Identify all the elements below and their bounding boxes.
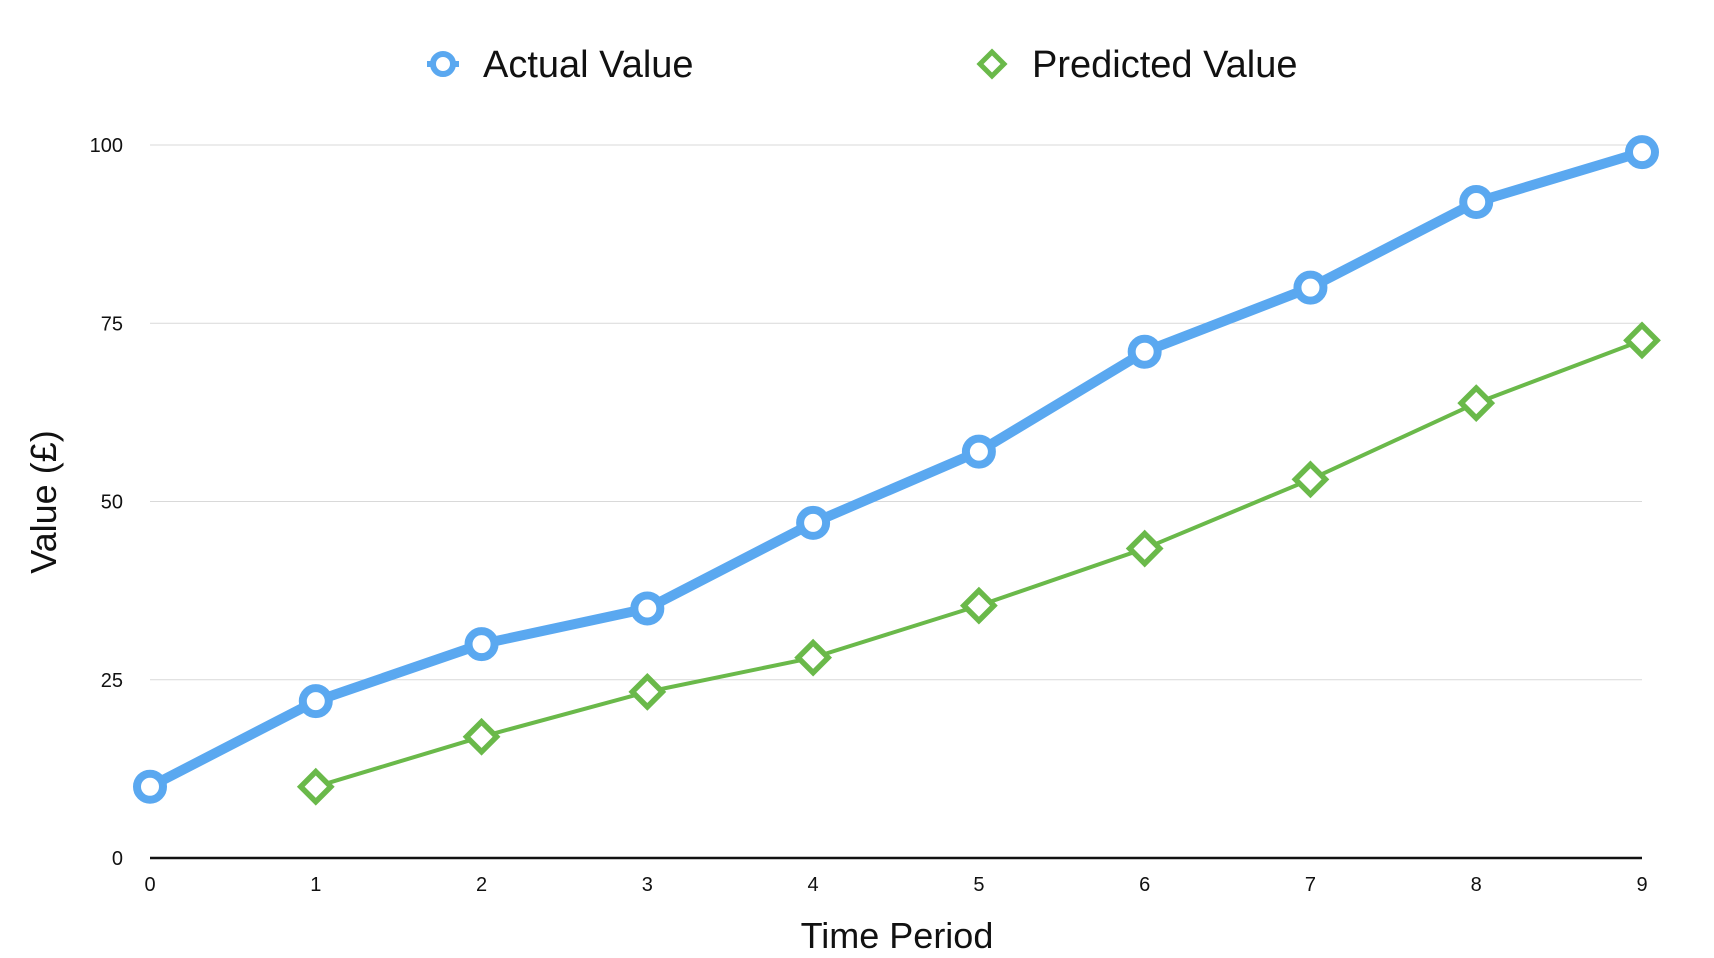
- x-tick-label: 6: [1139, 874, 1150, 896]
- x-tick-label: 2: [476, 874, 487, 896]
- x-tick-label: 7: [1305, 874, 1316, 896]
- data-point: [961, 434, 996, 469]
- legend-label: Predicted Value: [1032, 44, 1297, 86]
- data-point: [1625, 135, 1659, 170]
- legend-marker: [976, 48, 1008, 80]
- series-line: [145, 147, 1647, 792]
- y-tick-label: 0: [112, 848, 123, 870]
- data-point: [296, 767, 335, 806]
- y-tick-label: 75: [101, 313, 123, 335]
- data-point: [1459, 185, 1494, 220]
- y-tick-label: 25: [101, 670, 123, 692]
- x-tick-label: 0: [144, 874, 155, 896]
- data-point: [630, 591, 665, 626]
- grid-lines: [150, 144, 1642, 681]
- data-point: [1291, 460, 1330, 499]
- x-tick-label: 1: [310, 874, 321, 896]
- data-point: [1293, 270, 1328, 305]
- legend-label: Actual Value: [483, 44, 694, 86]
- x-tick-label: 8: [1471, 874, 1482, 896]
- data-point: [959, 586, 998, 625]
- x-tick-label: 5: [973, 874, 984, 896]
- x-axis-title: Time Period: [801, 915, 994, 956]
- legend-item: Predicted Value: [976, 44, 1297, 86]
- series-group: [133, 135, 1661, 806]
- data-point: [133, 769, 167, 804]
- data-point: [794, 638, 833, 677]
- series-line: [313, 338, 1644, 789]
- x-tick-labels: 0 1 2 3 4 5 6 7 8 9: [144, 874, 1647, 896]
- data-point: [298, 684, 333, 719]
- y-tick-labels: 0 25 50 75 100: [90, 135, 123, 870]
- data-point: [1125, 529, 1164, 568]
- x-tick-label: 9: [1636, 874, 1647, 896]
- x-tick-label: 3: [642, 874, 653, 896]
- data-point: [796, 505, 831, 540]
- data-point: [1127, 334, 1162, 369]
- series-2: [296, 321, 1661, 806]
- data-point: [1457, 384, 1496, 422]
- series-1: [133, 135, 1659, 804]
- data-point: [464, 627, 499, 662]
- legend: Actual Value Predicted Value: [427, 44, 1297, 86]
- legend-marker: [430, 51, 456, 77]
- x-tick-label: 4: [808, 874, 819, 896]
- data-point: [462, 717, 501, 756]
- legend-item: Actual Value: [427, 44, 694, 86]
- data-point: [1623, 321, 1661, 360]
- y-axis-title: Value (£): [23, 430, 64, 573]
- y-tick-label: 50: [101, 492, 123, 514]
- y-tick-label: 100: [90, 135, 123, 157]
- data-point: [628, 672, 667, 711]
